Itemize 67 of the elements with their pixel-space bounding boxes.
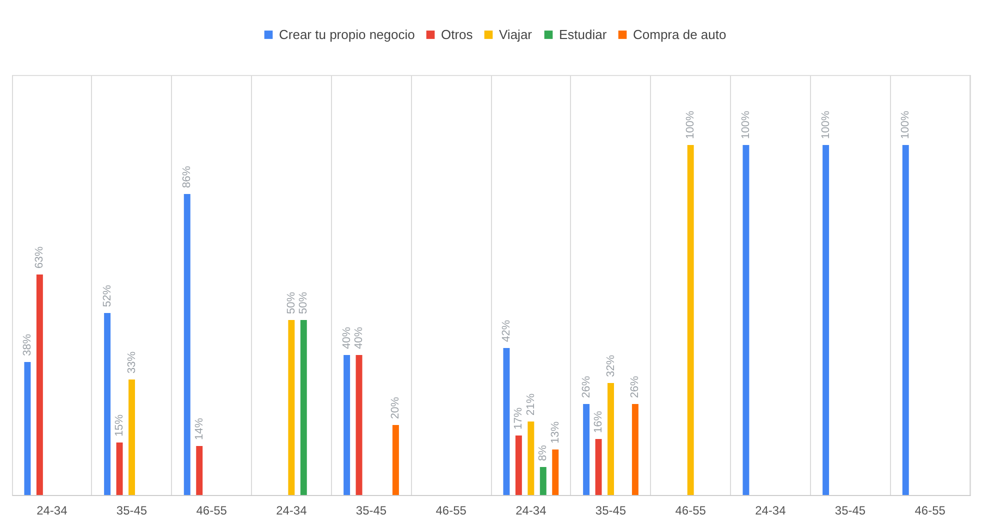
bar bbox=[104, 313, 111, 495]
bar bbox=[356, 355, 362, 495]
legend-label: Viajar bbox=[499, 26, 533, 42]
data-label: 100% bbox=[820, 110, 832, 139]
bar bbox=[742, 145, 750, 495]
x-tick-label: 46-55 bbox=[196, 504, 228, 518]
bar bbox=[288, 320, 295, 495]
data-label: 14% bbox=[193, 418, 206, 440]
bar bbox=[116, 442, 123, 495]
bar bbox=[822, 145, 830, 495]
data-label: 26% bbox=[629, 376, 642, 398]
data-label: 16% bbox=[592, 410, 605, 433]
data-label: 100% bbox=[684, 110, 697, 139]
x-tick-label: 24-34 bbox=[36, 504, 68, 518]
x-tick-label: 46-55 bbox=[675, 504, 706, 518]
bar bbox=[128, 380, 135, 495]
bar bbox=[583, 404, 590, 495]
x-tick-label: 35-45 bbox=[356, 504, 387, 518]
data-label: 50% bbox=[298, 292, 310, 314]
bar bbox=[300, 320, 307, 495]
legend-label: Compra de auto bbox=[633, 26, 726, 42]
x-tick-label: 24-34 bbox=[516, 504, 547, 518]
data-label: 17% bbox=[512, 407, 525, 430]
x-tick-label: 24-34 bbox=[276, 504, 308, 518]
data-label: 15% bbox=[114, 414, 126, 436]
bar bbox=[632, 404, 638, 495]
x-tick-label: 35-45 bbox=[116, 504, 148, 518]
data-label: 86% bbox=[181, 166, 194, 188]
data-label: 63% bbox=[34, 246, 46, 268]
bar bbox=[503, 348, 510, 495]
x-tick-label: 35-45 bbox=[595, 504, 626, 518]
bar bbox=[552, 450, 559, 495]
data-label: 42% bbox=[500, 320, 512, 342]
data-label: 40% bbox=[340, 326, 353, 349]
data-label: 50% bbox=[285, 292, 298, 314]
data-label: 100% bbox=[740, 110, 752, 139]
x-tick-label: 46-55 bbox=[914, 504, 946, 518]
data-label: 20% bbox=[390, 396, 402, 419]
bar bbox=[528, 422, 534, 495]
bar bbox=[515, 436, 522, 495]
bar bbox=[184, 194, 190, 495]
data-label: 13% bbox=[549, 421, 562, 444]
x-tick-label: 24-34 bbox=[755, 504, 786, 518]
bar bbox=[687, 145, 694, 495]
bar bbox=[344, 355, 350, 495]
x-tick-label: 46-55 bbox=[436, 504, 467, 518]
legend-label: Estudiar bbox=[559, 26, 608, 42]
bar bbox=[595, 439, 602, 495]
bar bbox=[24, 362, 31, 495]
legend-label: Otros bbox=[441, 26, 474, 42]
bar bbox=[392, 425, 399, 495]
data-label: 38% bbox=[21, 334, 34, 356]
data-label: 21% bbox=[524, 393, 537, 416]
data-label: 33% bbox=[126, 351, 138, 374]
bar bbox=[608, 383, 614, 495]
bar bbox=[196, 446, 203, 495]
data-label: 40% bbox=[353, 326, 366, 349]
legend-label: Crear tu propio negocio bbox=[279, 26, 415, 42]
bar bbox=[540, 467, 546, 495]
data-label: 8% bbox=[537, 444, 550, 461]
data-label: 32% bbox=[604, 354, 617, 377]
bar bbox=[36, 274, 43, 495]
data-label: 100% bbox=[900, 110, 912, 139]
data-label: 52% bbox=[101, 284, 114, 307]
x-tick-label: 35-45 bbox=[834, 504, 866, 518]
data-label: 26% bbox=[580, 376, 592, 398]
bar bbox=[902, 145, 909, 495]
